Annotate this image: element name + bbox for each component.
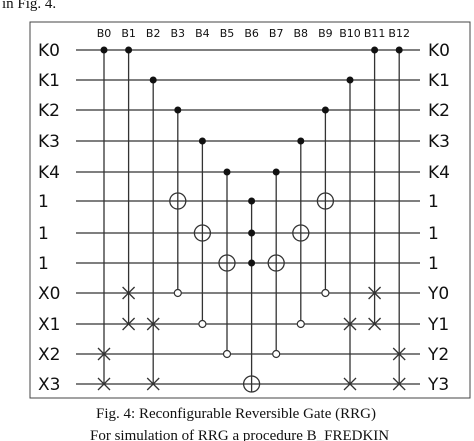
negative-control xyxy=(296,319,305,329)
control-dot xyxy=(248,229,256,237)
swap-cross xyxy=(122,286,136,300)
column-label: B5 xyxy=(220,27,235,40)
control-dot xyxy=(125,46,133,54)
control-dot xyxy=(346,76,354,84)
figure-border xyxy=(29,21,471,399)
negative-control xyxy=(222,349,232,359)
control-dot xyxy=(395,46,403,54)
swap-cross xyxy=(97,347,111,361)
caption: Fig. 4: Reconfigurable Reversible Gate (… xyxy=(96,406,376,422)
left-label: 1 xyxy=(38,192,49,212)
control-dot xyxy=(174,106,182,114)
negative-control xyxy=(198,319,207,329)
column-label: B11 xyxy=(364,27,386,40)
control-dot xyxy=(248,197,256,205)
right-label: K2 xyxy=(428,101,450,121)
swap-cross xyxy=(343,317,357,331)
right-label: K4 xyxy=(428,163,450,183)
right-label: Y0 xyxy=(427,284,449,304)
right-label: K3 xyxy=(428,132,450,152)
left-label: X0 xyxy=(38,284,60,304)
left-label: K3 xyxy=(38,132,60,152)
control-dot xyxy=(321,106,329,114)
control-dot xyxy=(248,259,256,267)
negative-control xyxy=(173,288,182,298)
top-text: in Fig. 4. xyxy=(2,0,56,12)
swap-cross xyxy=(343,377,357,391)
right-label: Y3 xyxy=(427,375,449,395)
swap-cross xyxy=(97,377,111,391)
control-dot xyxy=(272,168,280,176)
left-label: X1 xyxy=(38,315,60,335)
column-label: B7 xyxy=(269,27,284,40)
control-dot xyxy=(149,76,157,84)
left-label: K1 xyxy=(38,71,60,91)
column-label: B10 xyxy=(339,27,361,40)
left-label: K2 xyxy=(38,101,60,121)
control-dot xyxy=(198,137,206,145)
left-label: X3 xyxy=(38,375,60,395)
right-label: K0 xyxy=(428,41,450,61)
column-label: B0 xyxy=(97,27,112,40)
column-label: B12 xyxy=(388,27,410,40)
swap-cross xyxy=(122,317,136,331)
column-label: B9 xyxy=(318,27,333,40)
right-label: 1 xyxy=(428,254,439,274)
left-label: X2 xyxy=(38,345,60,365)
circuit: K0 K0 K1 K1 K2 K2 K3 K3 K4 K4 1 1 1 1 1 1 X0 Y0 X1 Y1 X2 Y2 X3… xyxy=(38,27,450,395)
column-label: B4 xyxy=(195,27,210,40)
right-label: K1 xyxy=(428,71,450,91)
column-label: B3 xyxy=(171,27,186,40)
left-label: 1 xyxy=(38,254,49,274)
swap-cross xyxy=(368,286,382,300)
right-label: 1 xyxy=(428,192,439,212)
column-label: B6 xyxy=(244,27,259,40)
negative-control xyxy=(321,288,330,298)
control-dot xyxy=(223,168,231,176)
control-dot xyxy=(100,46,108,54)
column-label: B2 xyxy=(146,27,161,40)
body-text: For simulation of RRG a procedure B_FRED… xyxy=(90,428,389,441)
negative-control xyxy=(272,349,281,359)
swap-cross xyxy=(146,317,160,331)
control-dot xyxy=(297,137,305,145)
column-label: B1 xyxy=(121,27,136,40)
right-label: 1 xyxy=(428,224,439,244)
left-label: K4 xyxy=(38,163,60,183)
swap-cross xyxy=(392,347,406,361)
swap-cross xyxy=(392,377,406,391)
column-label: B8 xyxy=(294,27,309,40)
swap-cross xyxy=(146,377,160,391)
right-label: Y1 xyxy=(427,315,449,335)
left-label: 1 xyxy=(38,224,49,244)
swap-cross xyxy=(368,317,382,331)
right-label: Y2 xyxy=(427,345,449,365)
left-label: K0 xyxy=(38,41,60,61)
control-dot xyxy=(371,46,379,54)
